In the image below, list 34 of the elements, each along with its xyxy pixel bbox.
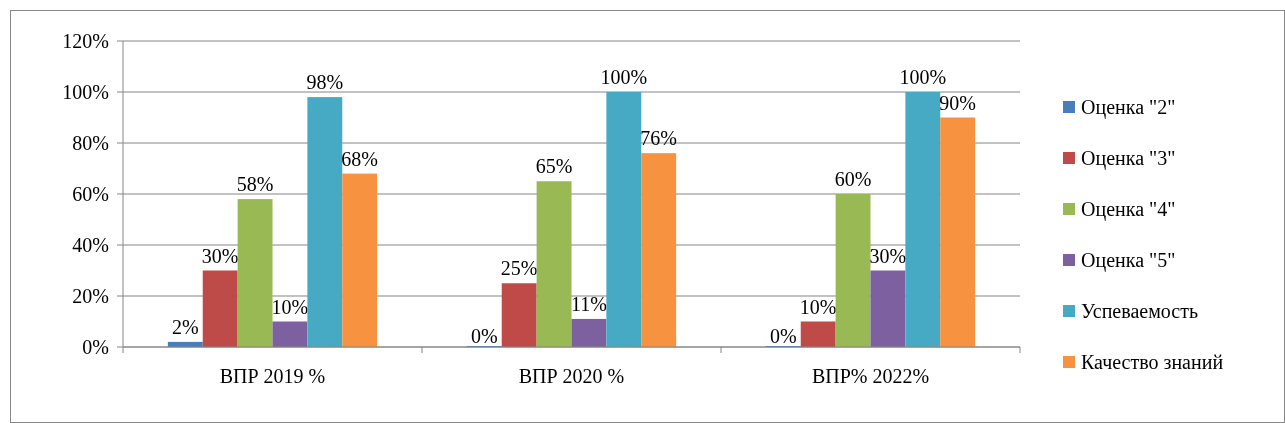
x-tick-label: ВПР% 2022% [811,365,930,387]
legend-label: Успеваемость [1081,300,1199,322]
data-label: 100% [600,66,648,88]
data-label: 2% [171,315,199,338]
data-label: 10% [799,295,837,318]
data-label: 10% [271,295,309,318]
y-tick-label: 0% [82,336,109,358]
data-label: 98% [306,71,344,94]
data-label: 65% [535,155,573,178]
legend-label: Оценка "4" [1081,198,1176,221]
y-tick-label: 20% [72,285,109,307]
legend-label: Оценка "2" [1081,96,1176,119]
data-label: 60% [834,168,872,190]
data-label: 76% [640,127,678,150]
x-tick-label: ВПР 2019 % [219,365,326,387]
y-tick-label: 100% [62,81,109,103]
data-label: 0% [470,325,498,347]
legend-label: Оценка "5" [1081,249,1176,272]
legend-label: Оценка "3" [1081,147,1176,170]
data-label: 30% [201,244,239,267]
data-label: 30% [869,244,907,267]
data-label: 58% [236,173,274,196]
y-tick-label: 40% [72,234,109,256]
data-label: 11% [570,292,607,315]
y-tick-label: 60% [72,183,109,205]
data-label: 25% [500,257,538,280]
data-label: 68% [341,147,379,170]
y-tick-label: 120% [62,30,109,52]
data-label: 90% [939,91,977,114]
y-tick-label: 80% [72,132,109,154]
legend-label: Качество знаний [1081,351,1224,373]
x-tick-label: ВПР 2020 % [518,365,625,387]
data-label: 100% [899,66,947,88]
data-label: 0% [769,325,797,347]
